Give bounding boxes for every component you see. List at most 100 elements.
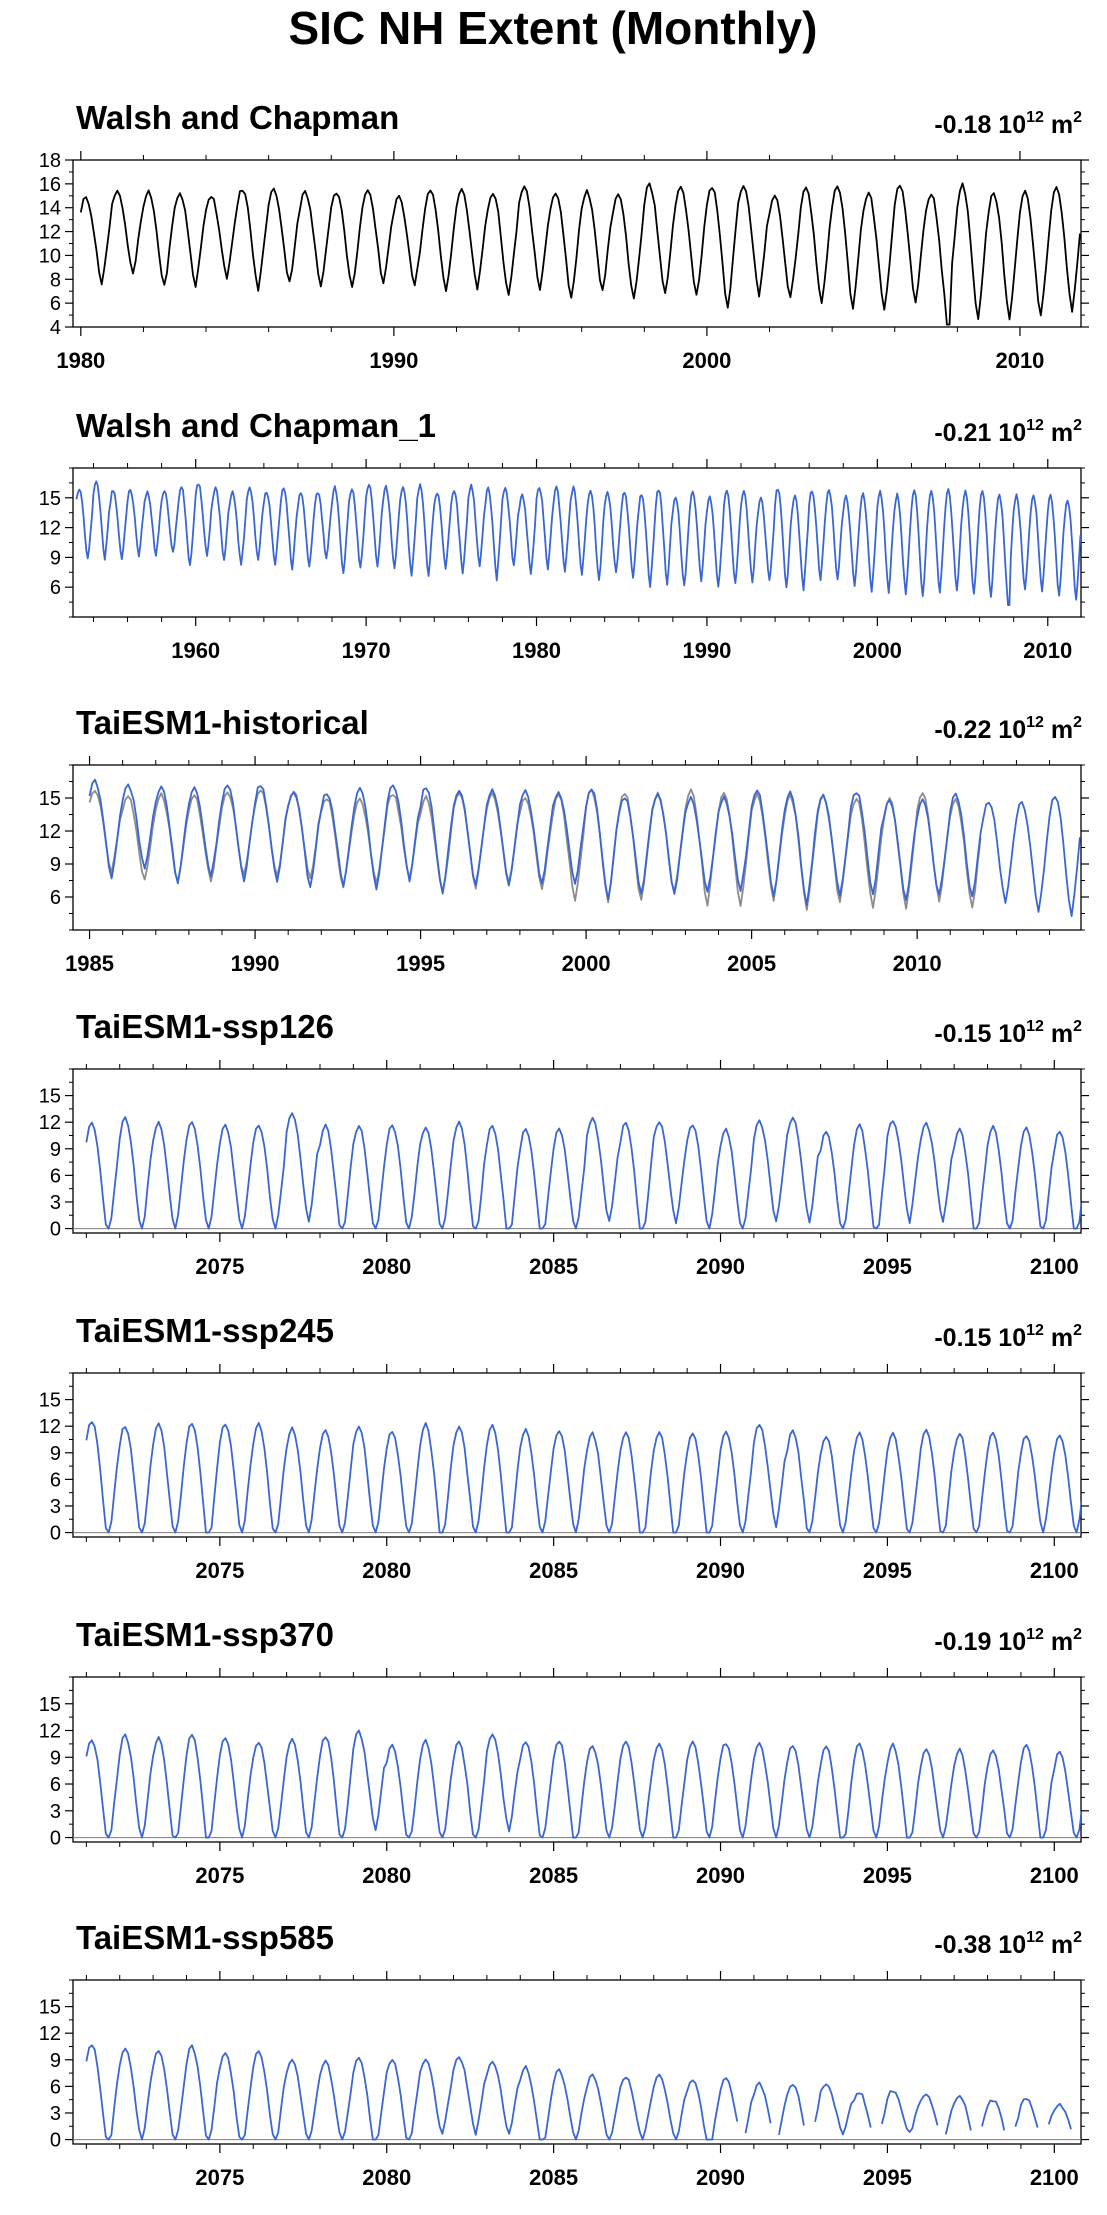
x-tick-label: 2100 [1030,2165,1079,2190]
x-tick-label: 2090 [696,1558,745,1583]
y-tick-label: 15 [39,1694,61,1716]
y-tick-label: 6 [50,1774,61,1796]
x-tick-label: 2090 [696,2165,745,2190]
x-tick-label: 2075 [195,1254,244,1279]
y-tick-label: 0 [50,1219,61,1241]
trend-label: -0.19 1012 m2 [934,1626,1082,1656]
y-tick-label: 4 [50,317,61,339]
y-tick-label: 9 [50,1747,61,1769]
trend-label: -0.18 1012 m2 [934,109,1082,139]
y-tick-label: 15 [39,788,61,810]
y-tick-label: 6 [50,2076,61,2098]
x-tick-label: 2080 [362,1863,411,1888]
panel-title: TaiESM1-ssp245 [76,1312,334,1349]
panel-title: TaiESM1-ssp585 [76,1919,334,1956]
y-tick-label: 0 [50,1828,61,1850]
series-line-model [85,1729,1081,1839]
y-tick-label: 9 [50,547,61,569]
x-tick-label: 1990 [231,951,280,976]
y-tick-label: 9 [50,1443,61,1465]
chart-panel: TaiESM1-ssp585 -0.38 1012 m2 0 3 6 9 12 15 2075 2… [39,1919,1089,2190]
y-tick-label: 15 [39,1390,61,1412]
x-tick-label: 2095 [863,2165,912,2190]
chart-panel: TaiESM1-ssp370 -0.19 1012 m2 0 3 6 9 12 15 2075 2… [39,1616,1089,1888]
chart-panel: Walsh and Chapman_1 -0.21 1012 m2 6 9 12 15 19… [39,407,1089,663]
x-tick-label: 2090 [696,1863,745,1888]
x-tick-label: 2090 [696,1254,745,1279]
chart-panel: TaiESM1-ssp245 -0.15 1012 m2 0 3 6 9 12 15 2075 2… [39,1312,1089,1583]
trend-label: -0.15 1012 m2 [934,1322,1082,1352]
y-tick-label: 12 [39,1721,61,1743]
panel-title: TaiESM1-ssp370 [76,1616,334,1653]
x-tick-label: 2095 [863,1254,912,1279]
y-tick-label: 18 [39,150,61,172]
y-tick-label: 15 [39,488,61,510]
x-tick-label: 2080 [362,1254,411,1279]
plot-frame [72,1979,1082,2145]
y-tick-label: 9 [50,2050,61,2072]
y-tick-label: 16 [39,174,61,196]
y-tick-label: 12 [39,1416,61,1438]
x-tick-label: 2000 [562,951,611,976]
y-tick-label: 3 [50,2103,61,2125]
y-tick-label: 10 [39,245,61,267]
y-tick-label: 12 [39,2023,61,2045]
panel-title: TaiESM1-historical [76,704,369,741]
x-tick-label: 1960 [171,638,220,663]
x-tick-label: 2075 [195,1863,244,1888]
x-tick-label: 2010 [1023,638,1072,663]
plot-frame [72,1372,1082,1538]
y-tick-label: 6 [50,1469,61,1491]
y-tick-label: 15 [39,1086,61,1108]
y-tick-label: 12 [39,821,61,843]
series-line-model [85,2044,1072,2141]
x-tick-label: 1985 [65,951,114,976]
y-tick-label: 12 [39,518,61,540]
x-tick-label: 2085 [529,2165,578,2190]
x-tick-label: 2100 [1030,1254,1079,1279]
y-tick-label: 3 [50,1496,61,1518]
x-tick-label: 1980 [512,638,561,663]
x-tick-label: 2075 [195,1558,244,1583]
y-tick-label: 9 [50,854,61,876]
x-tick-label: 2080 [362,1558,411,1583]
series-line-model [85,1421,1081,1534]
trend-label: -0.21 1012 m2 [934,417,1082,447]
y-tick-label: 12 [39,1112,61,1134]
figure-title: SIC NH Extent (Monthly) [289,2,818,54]
x-tick-label: 2000 [853,638,902,663]
y-tick-label: 14 [39,198,61,220]
series-line-model [88,778,1081,917]
x-tick-label: 2100 [1030,1863,1079,1888]
y-tick-label: 9 [50,1139,61,1161]
y-tick-label: 6 [50,1165,61,1187]
x-tick-label: 2005 [727,951,776,976]
x-tick-label: 2010 [995,348,1044,373]
panels: Walsh and Chapman -0.18 1012 m24681012141… [39,99,1089,2190]
series-line-observation [79,182,1081,326]
y-tick-label: 6 [50,293,61,315]
panel-title: Walsh and Chapman [76,99,399,136]
y-tick-label: 6 [50,577,61,599]
x-tick-label: 2080 [362,2165,411,2190]
y-tick-label: 8 [50,269,61,291]
panel-title: Walsh and Chapman_1 [76,407,436,444]
x-tick-label: 1970 [342,638,391,663]
chart-panel: TaiESM1-ssp126 -0.15 1012 m2 0 3 6 9 12 15 2075 2… [39,1008,1089,1279]
x-tick-label: 2010 [893,951,942,976]
x-tick-label: 2095 [863,1558,912,1583]
y-tick-label: 3 [50,1801,61,1823]
y-tick-label: 0 [50,1523,61,1545]
x-tick-label: 2085 [529,1558,578,1583]
panel-title: TaiESM1-ssp126 [76,1008,334,1045]
x-tick-label: 2085 [529,1254,578,1279]
y-tick-label: 6 [50,887,61,909]
x-tick-label: 1995 [396,951,445,976]
y-tick-label: 3 [50,1192,61,1214]
x-tick-label: 1990 [369,348,418,373]
x-tick-label: 2100 [1030,1558,1079,1583]
y-tick-label: 15 [39,1997,61,2019]
chart-panel: TaiESM1-historical -0.22 1012 m2 6 9 12 15 198… [39,704,1089,976]
y-tick-label: 12 [39,222,61,244]
